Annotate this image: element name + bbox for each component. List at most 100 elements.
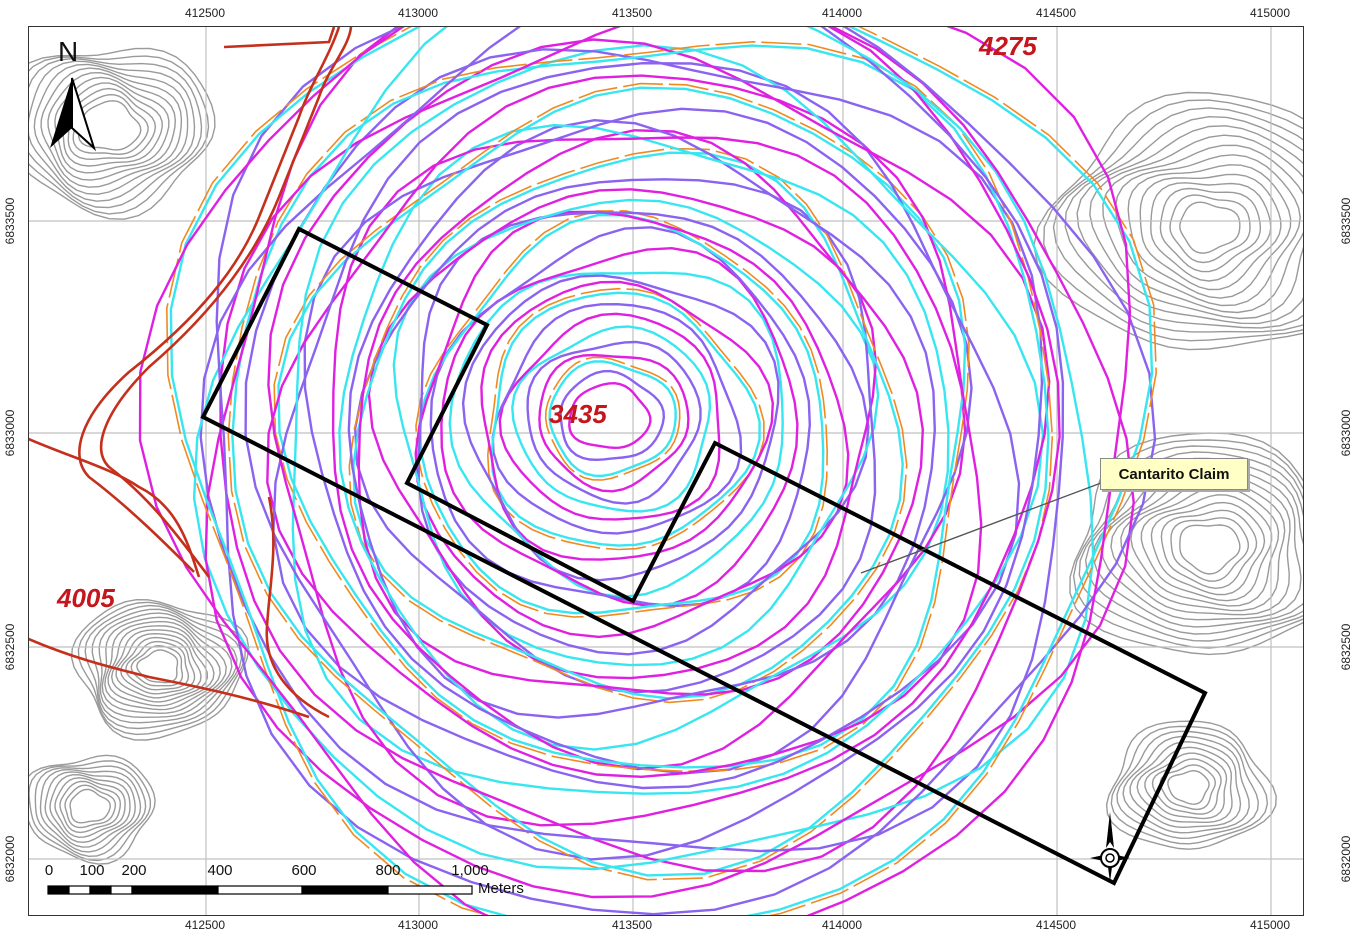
callout-leader [860, 482, 1102, 574]
contour-line [1150, 501, 1266, 596]
contour-line [1144, 752, 1228, 820]
north-label: N [58, 36, 79, 67]
contour-line [125, 640, 190, 691]
contour-line [49, 773, 131, 844]
scale-label-200: 200 [121, 862, 147, 879]
scale-label-100: 100 [79, 862, 105, 879]
ramp-segment [544, 356, 681, 481]
contour-line [1129, 741, 1242, 829]
cantarito-claim-callout[interactable]: Cantarito Claim [1100, 458, 1248, 490]
contour-line [91, 608, 238, 724]
pit-bench-line [511, 325, 712, 513]
pit-bench-line [548, 360, 677, 478]
y-tick-right-6832500: 6832500 [1339, 623, 1353, 671]
contour-line [98, 612, 233, 719]
pit-bench-line [169, 27, 1154, 915]
pit-bench-line [448, 271, 784, 599]
contour-line [1179, 524, 1241, 575]
pit-bench-line [272, 61, 1021, 790]
map-frame[interactable]: 4275 3435 4005 [28, 26, 1304, 916]
pit-bench-line [491, 302, 743, 535]
contour-line [1078, 445, 1303, 642]
contour-line [1139, 173, 1282, 291]
pit-bench-line [392, 198, 880, 667]
y-tick-left-6832500: 6832500 [3, 623, 17, 671]
contour-line [1170, 517, 1250, 582]
pit-bench-line [192, 27, 1095, 871]
pit-bench-line [417, 211, 870, 656]
contour-line [29, 55, 210, 215]
pit-bench-line [215, 27, 1157, 915]
contour-line [1064, 115, 1303, 329]
contour-line [1167, 769, 1210, 805]
y-tick-right-6833500: 6833500 [1339, 197, 1353, 245]
pit-bench-line [331, 136, 967, 771]
pit-bench-line [480, 280, 775, 561]
pit-bench-line [291, 44, 1045, 795]
y-tick-left-6833500: 6833500 [3, 197, 17, 245]
contour-line [40, 67, 183, 188]
contour-line [1140, 494, 1273, 602]
contour-line [54, 76, 170, 174]
pit-bench-line [357, 129, 925, 696]
y-tick-left-6832000: 6832000 [3, 835, 17, 883]
x-tick-top-413000: 413000 [397, 6, 439, 20]
contour-line [1136, 746, 1233, 823]
pit-bench-line [138, 27, 1132, 915]
pit-bench-line [277, 86, 967, 769]
contour-line [29, 760, 151, 862]
x-tick-top-414000: 414000 [821, 6, 863, 20]
contour-line [29, 47, 216, 220]
contour-line [39, 768, 142, 853]
cantarito-claim-boundary [200, 226, 1208, 886]
pit-bench-line [490, 291, 761, 547]
contour-line [64, 784, 117, 829]
contour-line [1114, 154, 1301, 307]
contour-line [1084, 451, 1303, 635]
contour-line [1127, 164, 1292, 299]
scale-label-800: 800 [375, 862, 401, 879]
pit-bench-line [461, 274, 780, 582]
elevation-label-4275: 4275 [979, 31, 1037, 61]
x-tick-bottom-414000: 414000 [821, 918, 863, 932]
haul-road [29, 27, 353, 719]
ramp-segment [165, 27, 1158, 915]
pit-bench-line [267, 38, 1051, 827]
pit-bench-line [244, 48, 1044, 861]
contour-line [1069, 432, 1303, 656]
pit-bench-line [367, 188, 878, 680]
pit-bench-line [199, 27, 1065, 853]
pit-bench-line [538, 353, 690, 493]
contour-line [1179, 201, 1241, 254]
x-tick-bottom-414500: 414500 [1035, 918, 1077, 932]
contour-line [1150, 182, 1272, 282]
scale-bar [47, 885, 473, 895]
contour-line [130, 644, 184, 687]
x-tick-top-413500: 413500 [611, 6, 653, 20]
contour-line [1151, 758, 1222, 815]
contour-line [1130, 486, 1280, 607]
map-canvas [29, 27, 1303, 915]
contour-line [34, 765, 147, 858]
contour-line [59, 780, 122, 834]
pit-bench-line [568, 381, 652, 450]
scale-label-1000: 1,000 [451, 862, 489, 879]
contour-line [84, 604, 243, 730]
contour-line [1033, 91, 1303, 351]
x-tick-top-414500: 414500 [1035, 6, 1077, 20]
contour-line [33, 63, 189, 196]
north-arrow-icon [50, 77, 97, 152]
topographic-contours [29, 47, 1303, 865]
contour-line [1052, 107, 1303, 333]
contour-line [29, 57, 203, 209]
pit-bench-line [338, 123, 950, 751]
contour-line [1122, 735, 1250, 834]
contour-line [54, 777, 126, 839]
elevation-label-3435: 3435 [549, 399, 607, 429]
contour-line [1169, 194, 1251, 264]
contour-line [70, 598, 250, 741]
pit-bench-line [219, 27, 1061, 873]
x-tick-bottom-413000: 413000 [397, 918, 439, 932]
x-tick-top-412500: 412500 [184, 6, 226, 20]
contour-line [1105, 720, 1277, 850]
